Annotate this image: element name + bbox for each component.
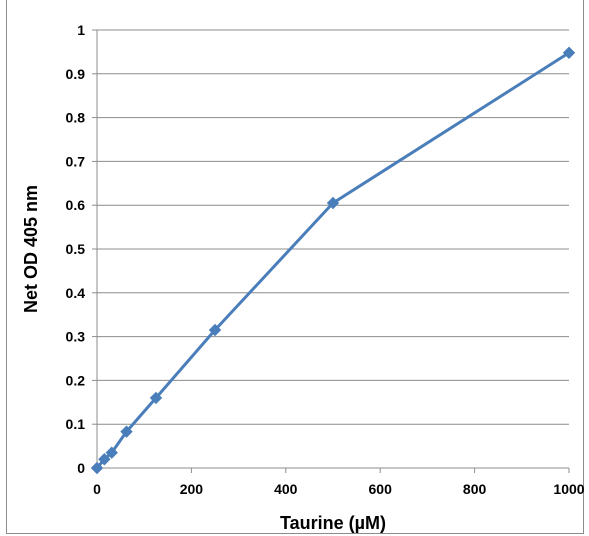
x-tick-label: 600 [369,481,393,497]
data-point-marker [149,391,163,405]
y-tick-label: 1 [77,22,85,38]
data-point-marker [326,196,340,210]
y-axis-title: Net OD 405 nm [21,185,41,313]
data-point-marker [105,446,118,459]
x-axis-title: Taurine (µM) [280,513,386,533]
x-tick-labels: 0 200 400 600 800 1000 [93,481,585,497]
axes [92,29,570,473]
x-tick-label: 200 [180,481,204,497]
y-tick-labels: 0 0.1 0.2 0.3 0.4 0.5 0.6 0.7 0.8 0.9 1 [66,22,86,476]
y-tick-label: 0.3 [66,329,86,345]
y-tick-label: 0.8 [66,110,86,126]
chart-frame: 0 0.1 0.2 0.3 0.4 0.5 0.6 0.7 0.8 0.9 1 0 200 400 600… [6,0,585,534]
y-tick-label: 0.1 [66,416,86,432]
x-tick-label: 400 [274,481,298,497]
x-tick-label: 0 [93,481,101,497]
x-tick-label: 1000 [553,481,584,497]
y-tick-label: 0.4 [66,285,86,301]
data-point-marker [562,46,576,59]
data-point-marker [90,461,104,475]
y-tick-label: 0.2 [66,372,86,388]
gridlines [97,29,569,425]
data-point-marker [208,323,222,337]
y-tick-label: 0.9 [66,66,86,82]
y-tick-label: 0 [77,460,85,476]
x-tick-label: 800 [463,481,487,497]
data-series [90,46,576,475]
y-tick-label: 0.5 [66,241,86,257]
y-tick-label: 0.6 [66,197,86,213]
data-point-marker [98,453,111,466]
data-point-marker [120,425,133,438]
line-chart: 0 0.1 0.2 0.3 0.4 0.5 0.6 0.7 0.8 0.9 1 0 200 400 600… [21,22,585,533]
y-tick-label: 0.7 [66,153,86,169]
series-line [95,51,570,469]
